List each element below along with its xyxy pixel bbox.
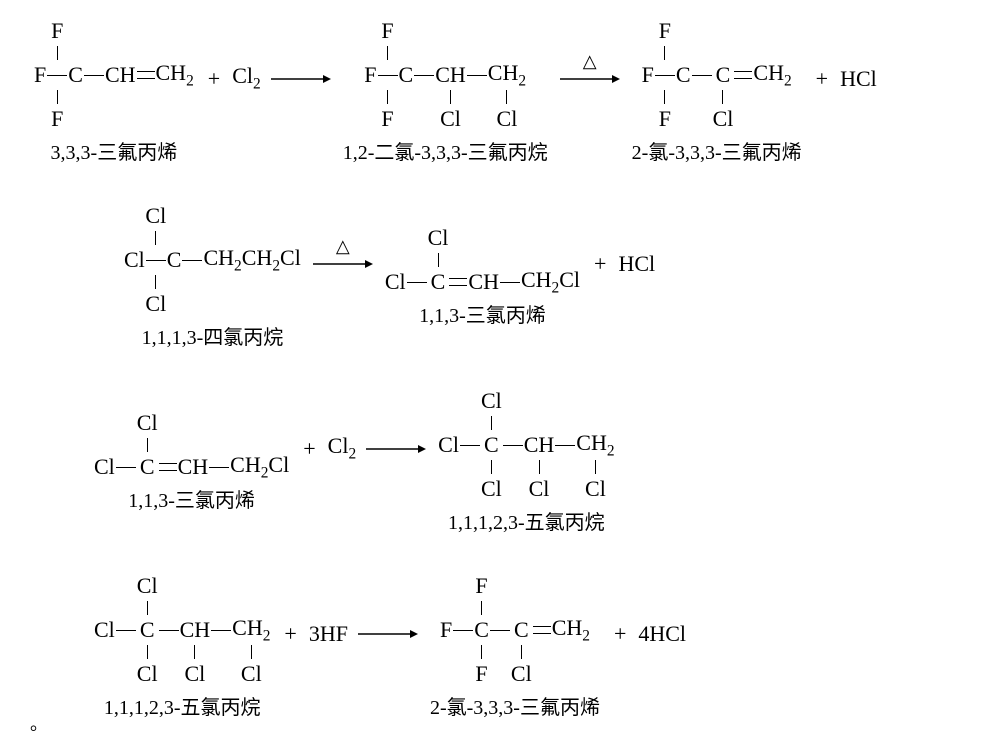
name-r2m2: 1,1,3-三氯丙烯 bbox=[419, 299, 546, 328]
mol-pentachloropropane: Cl ClCCHCH2 ClClCl 1,1,1,2,3-五氯丙烷 bbox=[438, 390, 614, 535]
plus: + bbox=[208, 66, 220, 92]
mol-trifluoropropene: F FCCHCH2 F 3,3,3-三氟丙烯 bbox=[34, 20, 194, 165]
mol-tetrachloropropane: Cl ClCCH2CH2Cl Cl 1,1,1,3-四氯丙烷 bbox=[124, 205, 301, 350]
plus: + bbox=[303, 436, 315, 462]
cl2: Cl2 bbox=[328, 433, 357, 463]
delta-icon: △ bbox=[336, 236, 350, 257]
arrow bbox=[366, 439, 426, 459]
hcl: HCl bbox=[840, 66, 877, 92]
reaction-2: Cl ClCCH2CH2Cl Cl 1,1,1,3-四氯丙烷 △ Cl ClCC… bbox=[120, 205, 970, 350]
reaction-3: Cl ClCCHCH2Cl 1,1,3-三氯丙烯 + Cl2 Cl ClCCHC… bbox=[90, 390, 970, 535]
mol-trichloropropene: Cl ClCCHCH2Cl 1,1,3-三氯丙烯 bbox=[385, 227, 580, 328]
arrow bbox=[358, 624, 418, 644]
name-r1m1: 3,3,3-三氟丙烯 bbox=[51, 136, 178, 165]
delta-icon: △ bbox=[583, 51, 597, 72]
reaction-1: F FCCHCH2 F 3,3,3-三氟丙烯 + Cl2 F FCCHCH2 F… bbox=[30, 20, 970, 165]
plus: + bbox=[284, 621, 296, 647]
hf3: 3HF bbox=[309, 621, 348, 647]
mol-trichloropropene-2: Cl ClCCHCH2Cl 1,1,3-三氯丙烯 bbox=[94, 412, 289, 513]
name-r3m2: 1,1,1,2,3-五氯丙烷 bbox=[448, 506, 605, 535]
hcl4: 4HCl bbox=[638, 621, 686, 647]
name-r4m2: 2-氯-3,3,3-三氟丙烯 bbox=[430, 691, 600, 720]
plus: + bbox=[816, 66, 828, 92]
mol-pentachloropropane-2: Cl ClCCHCH2 ClClCl 1,1,1,2,3-五氯丙烷 bbox=[94, 575, 270, 720]
cl2: Cl2 bbox=[232, 63, 261, 93]
hcl: HCl bbox=[618, 251, 655, 277]
name-r1m3: 2-氯-3,3,3-三氟丙烯 bbox=[632, 136, 802, 165]
reaction-4: Cl ClCCHCH2 ClClCl 1,1,1,2,3-五氯丙烷 + 3HF … bbox=[90, 575, 970, 720]
mol-chlorotrifluoropropene: F FCCCH2 FCl 2-氯-3,3,3-三氟丙烯 bbox=[632, 20, 802, 165]
name-r3m1: 1,1,3-三氯丙烯 bbox=[128, 484, 255, 513]
mol-dichlorotrifluoropropane: F FCCHCH2 FClCl 1,2-二氯-3,3,3-三氟丙烷 bbox=[343, 20, 548, 165]
plus: + bbox=[614, 621, 626, 647]
arrow-heat: △ bbox=[313, 254, 373, 274]
name-r1m2: 1,2-二氯-3,3,3-三氟丙烷 bbox=[343, 136, 548, 165]
name-r4m1: 1,1,1,2,3-五氯丙烷 bbox=[104, 691, 261, 720]
name-r2m1: 1,1,1,3-四氯丙烷 bbox=[142, 321, 284, 350]
arrow bbox=[271, 69, 331, 89]
mol-chlorotrifluoropropene-2: F FCCCH2 FCl 2-氯-3,3,3-三氟丙烯 bbox=[430, 575, 600, 720]
plus: + bbox=[594, 251, 606, 277]
arrow-heat: △ bbox=[560, 69, 620, 89]
